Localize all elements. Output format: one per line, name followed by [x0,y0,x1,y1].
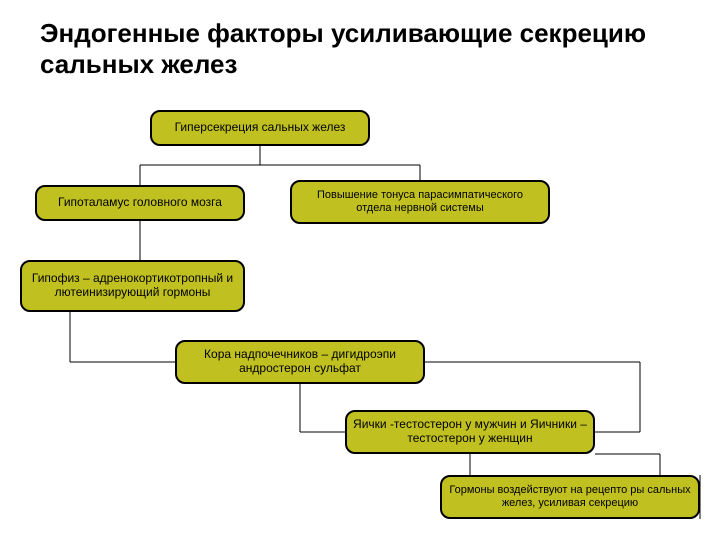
node-receptors: Гормоны воздействуют на рецепто ры сальн… [440,475,700,519]
node-label: Повышение тонуса парасимпатического отде… [298,189,542,214]
node-parasympathetic: Повышение тонуса парасимпатического отде… [290,180,550,224]
node-label: Гипофиз – адренокортикотропный и лютеини… [28,272,237,300]
node-label: Гипоталамус головного мозга [58,196,222,210]
node-label: Гиперсекреция сальных желез [175,121,346,135]
node-hypothalamus: Гипоталамус головного мозга [35,185,245,221]
node-hypersecretion: Гиперсекреция сальных желез [150,110,370,146]
node-pituitary: Гипофиз – адренокортикотропный и лютеини… [20,260,245,312]
node-adrenal-cortex: Кора надпочечников – дигидроэпи андросте… [175,340,425,384]
node-label: Гормоны воздействуют на рецепто ры сальн… [448,484,692,509]
node-label: Кора надпочечников – дигидроэпи андросте… [183,348,417,376]
slide: Эндогенные факторы усиливающие секрецию … [0,0,720,540]
node-label: Яички -тестостерон у мужчин и Яичники – … [353,418,587,446]
slide-title: Эндогенные факторы усиливающие секрецию … [40,18,680,80]
node-gonads: Яички -тестостерон у мужчин и Яичники – … [345,410,595,454]
